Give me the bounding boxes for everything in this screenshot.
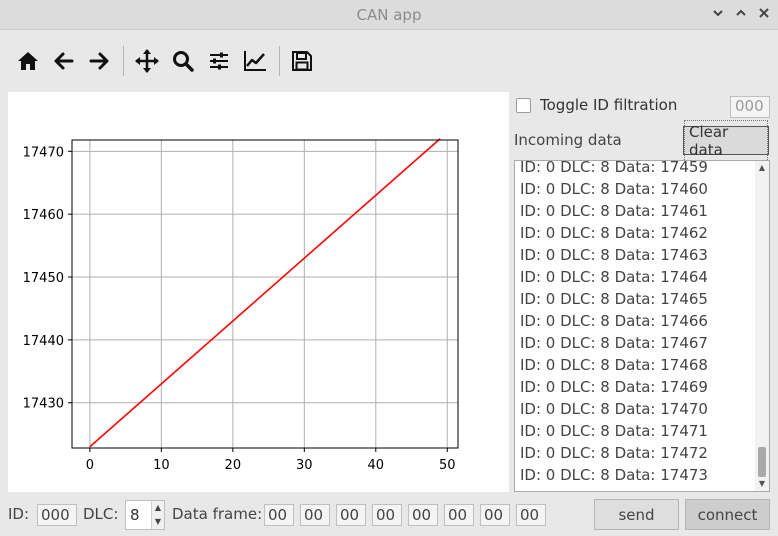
clear-data-label: Clear data [684,119,768,162]
title-bar: CAN app [0,0,778,30]
list-item[interactable]: ID: 0 DLC: 8 Data: 17468 [520,356,708,374]
incoming-data-list[interactable]: ID: 0 DLC: 8 Data: 17459 ID: 0 DLC: 8 Dat… [514,160,770,492]
y-tick-label: 17430 [23,397,64,412]
list-scrollbar[interactable]: ▲ ▼ [755,161,769,491]
configure-subplots-icon[interactable] [204,46,234,76]
spin-up-icon[interactable]: ▲ [154,503,162,512]
data-byte-input[interactable]: 00 [264,504,294,526]
edit-curve-icon[interactable] [240,46,270,76]
minimize-icon[interactable] [710,7,726,23]
data-frame-label: Data frame: [172,505,263,523]
list-item[interactable]: ID: 0 DLC: 8 Data: 17469 [520,378,708,396]
dlc-value: 8 [130,506,140,524]
toolbar-separator [279,46,280,76]
close-icon[interactable] [756,7,772,23]
spin-down-icon[interactable]: ▼ [154,517,162,526]
x-tick-label: 10 [153,458,170,473]
scrollbar-thumb[interactable] [758,447,766,477]
y-tick-label: 17470 [23,145,64,160]
data-byte-input[interactable]: 00 [444,504,474,526]
send-button[interactable]: send [594,499,679,530]
home-icon[interactable] [13,46,43,76]
back-arrow-icon[interactable] [49,46,79,76]
scroll-up-icon[interactable]: ▲ [758,163,766,172]
list-item[interactable]: ID: 0 DLC: 8 Data: 17467 [520,334,708,352]
x-tick-label: 50 [439,458,456,473]
x-tick-label: 20 [225,458,242,473]
scroll-down-icon[interactable]: ▼ [758,479,766,488]
list-item[interactable]: ID: 0 DLC: 8 Data: 17459 [520,160,708,176]
plot-frame [71,139,459,449]
x-tick-label: 30 [296,458,313,473]
incoming-data-label: Incoming data [514,131,622,149]
list-item[interactable]: ID: 0 DLC: 8 Data: 17462 [520,224,708,242]
list-item[interactable]: ID: 0 DLC: 8 Data: 17470 [520,400,708,418]
x-tick-label: 40 [368,458,385,473]
forward-arrow-icon[interactable] [84,46,114,76]
id-filter-input[interactable]: 000 [730,96,770,118]
y-tick-label: 17460 [23,208,64,223]
list-item[interactable]: ID: 0 DLC: 8 Data: 17464 [520,268,708,286]
plot-toolbar [0,30,778,92]
y-tick-label: 17440 [23,334,64,349]
plot-canvas[interactable]: 0 10 20 30 40 50 17430 17440 17450 17460 17470 [8,92,509,492]
dlc-label: DLC: [83,505,119,523]
connect-button[interactable]: connect [685,499,770,530]
data-byte-input[interactable]: 00 [300,504,330,526]
list-item[interactable]: ID: 0 DLC: 8 Data: 17472 [520,444,708,462]
id-label: ID: [8,505,30,523]
dlc-spinbox[interactable]: 8 ▲ ▼ [125,500,165,530]
id-input[interactable]: 000 [37,504,77,526]
list-item[interactable]: ID: 0 DLC: 8 Data: 17466 [520,312,708,330]
list-item[interactable]: ID: 0 DLC: 8 Data: 17465 [520,290,708,308]
data-byte-input[interactable]: 00 [372,504,402,526]
data-byte-input[interactable]: 00 [408,504,438,526]
data-byte-input[interactable]: 00 [516,504,546,526]
list-item[interactable]: ID: 0 DLC: 8 Data: 17460 [520,180,708,198]
pan-icon[interactable] [132,46,162,76]
data-byte-input[interactable]: 00 [480,504,510,526]
list-item[interactable]: ID: 0 DLC: 8 Data: 17473 [520,466,708,484]
zoom-icon[interactable] [168,46,198,76]
line-chart: 0 10 20 30 40 50 17430 17440 17450 17460 17470 [23,138,459,473]
list-item[interactable]: ID: 0 DLC: 8 Data: 17463 [520,246,708,264]
id-filter-checkbox[interactable] [516,98,531,113]
maximize-icon[interactable] [733,7,749,23]
list-item[interactable]: ID: 0 DLC: 8 Data: 17461 [520,202,708,220]
window-title: CAN app [356,6,422,24]
clear-data-button[interactable]: Clear data [683,119,769,162]
x-tick-label: 0 [86,458,94,473]
series-line [89,138,441,448]
data-byte-input[interactable]: 00 [336,504,366,526]
id-filter-label: Toggle ID filtration [540,96,678,114]
toolbar-separator [123,46,124,76]
save-icon[interactable] [287,46,317,76]
y-tick-label: 17450 [23,271,64,286]
list-item[interactable]: ID: 0 DLC: 8 Data: 17471 [520,422,708,440]
